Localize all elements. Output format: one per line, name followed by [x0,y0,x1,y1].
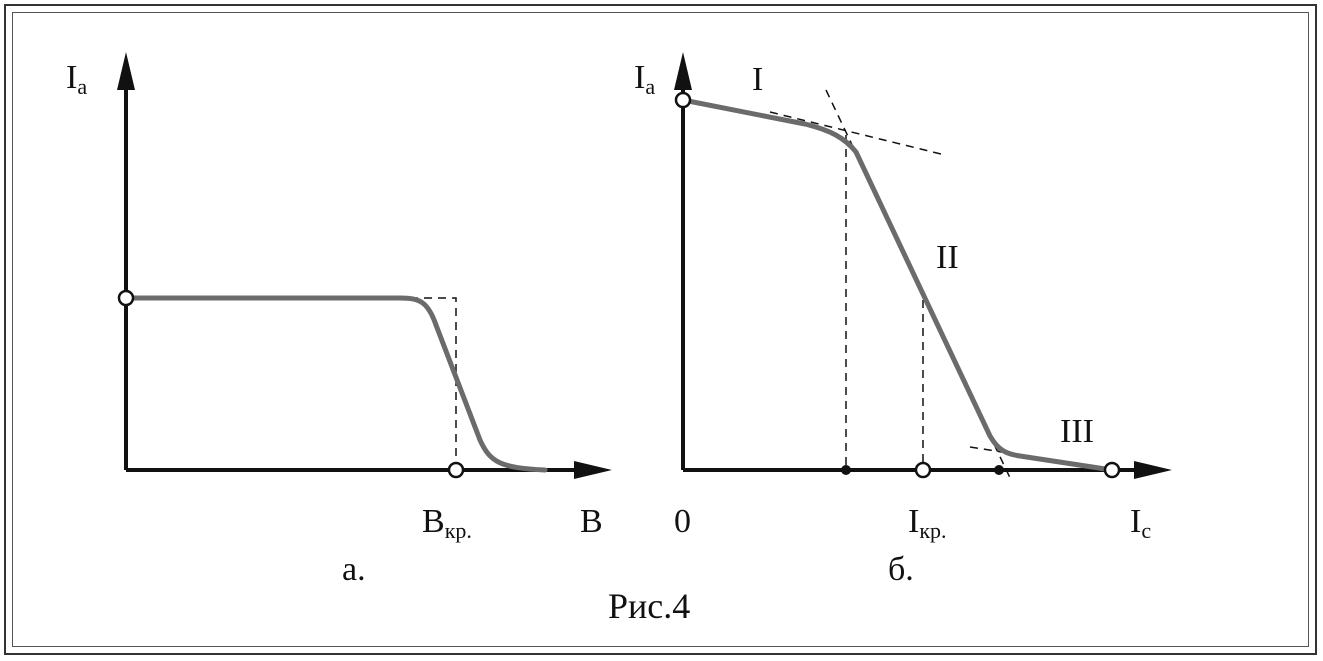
panel-b-caption: б. [888,551,914,588]
panel-b-point-2 [994,465,1004,475]
panel-a-critical-dash [410,297,457,470]
panel-b-x-arrow [1134,461,1172,479]
panel-a-curve [123,295,548,473]
panel-b-origin-label: 0 [674,503,691,540]
outer-frame [4,4,1317,655]
panel-b-region-3: III [1060,413,1094,450]
panel-b-region-1: I [752,61,763,98]
panel-a-start-point [117,289,135,307]
panel-a-critical-point [447,461,465,479]
panel-b-curve [680,97,1115,473]
panel-b-region-2: II [936,239,959,276]
panel-a: Ia Bкр. B а. [66,52,612,588]
panel-b-critical-point [914,461,932,479]
panel-a-y-label: Ia [66,59,87,99]
panel-a-caption: а. [342,551,366,588]
panel-a-x-label: B [580,503,603,540]
panel-b-start-point [674,91,692,109]
inner-frame [12,12,1309,647]
panel-a-x-arrow [574,461,612,479]
panel-b-end-point [1103,461,1121,479]
panel-b-point-1 [841,465,851,475]
panel-b-x-label: Ic [1130,503,1151,543]
panel-a-y-arrow [117,52,135,90]
panel-a-critical-label: Bкр. [422,503,472,543]
figure-caption: Рис.4 [608,586,690,626]
panel-b-y-arrow [674,52,692,90]
panel-b: Ia I II III 0 Iкр. Ic б. [634,52,1172,588]
panel-b-critical-label: Iкр. [908,503,947,543]
panel-b-tangent-1 [769,111,946,156]
panel-b-y-label: Ia [634,59,655,99]
